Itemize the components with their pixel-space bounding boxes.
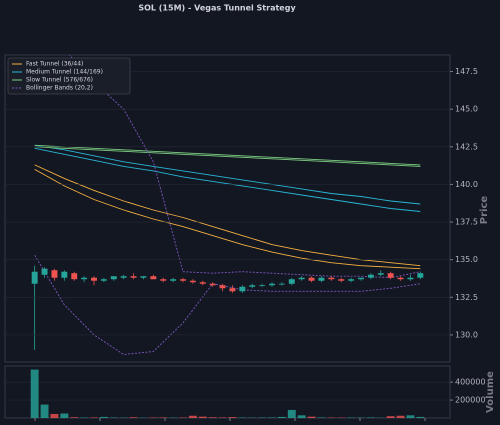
candle-body: [338, 279, 345, 281]
volume-bar: [198, 416, 207, 418]
candle-body: [130, 276, 137, 278]
y-tick-label: 137.5: [455, 218, 478, 227]
candle-body: [140, 276, 147, 278]
candle-body: [150, 276, 157, 280]
volume-bar: [129, 417, 138, 418]
volume-tick-label: 400000: [455, 378, 486, 387]
candle-body: [298, 277, 305, 280]
candle-body: [31, 271, 38, 284]
line-series: [34, 169, 421, 270]
line-series: [69, 55, 421, 279]
volume-bar: [99, 416, 108, 418]
volume-bar: [208, 417, 217, 418]
candle-body: [318, 277, 325, 281]
y-tick-label: 142.5: [455, 142, 478, 151]
candle-body: [100, 279, 107, 281]
candle-body: [278, 283, 285, 285]
legend-label: Fast Tunnel (36/44): [26, 61, 83, 68]
candle-body: [397, 277, 404, 280]
line-series: [34, 146, 421, 167]
volume-bar: [416, 416, 425, 418]
candle-body: [71, 273, 78, 280]
candle-body: [367, 274, 374, 278]
candle-body: [81, 277, 88, 280]
candle-body: [348, 279, 355, 281]
volume-bar: [218, 417, 227, 418]
y-tick-label: 147.5: [455, 67, 478, 76]
candle-body: [407, 277, 414, 280]
candle-body: [259, 285, 266, 287]
volume-bar: [30, 369, 39, 418]
candle-body: [219, 285, 226, 289]
y-axis-label: Price: [479, 196, 490, 225]
volume-panel: [4, 365, 451, 419]
candle-body: [269, 283, 275, 286]
volume-bar: [406, 415, 415, 418]
price-panel: [4, 54, 451, 363]
line-series: [34, 164, 421, 267]
volume-bar: [159, 417, 168, 418]
candle-body: [209, 283, 216, 286]
legend-label: Slow Tunnel (576/676): [26, 77, 93, 84]
y-tick-label: 140.0: [455, 180, 478, 189]
candle-body: [358, 277, 364, 280]
legend-label: Medium Tunnel (144/169): [26, 69, 103, 76]
plot-area: [31, 55, 424, 355]
volume-bar: [70, 417, 79, 418]
candle-body: [170, 279, 177, 281]
volume-bar: [396, 415, 405, 418]
volume-bar: [40, 404, 49, 418]
volume-bar: [60, 413, 69, 418]
candle-body: [61, 271, 68, 278]
volume-bar: [228, 417, 237, 418]
candle-body: [110, 276, 117, 280]
volume-bar: [317, 417, 326, 418]
volume-bar: [287, 409, 296, 418]
volume-bar: [297, 415, 306, 418]
volume-bar: [386, 416, 395, 418]
candle-body: [288, 279, 295, 284]
candle-body: [387, 273, 394, 278]
candle-body: [51, 270, 58, 278]
candle-body: [189, 280, 196, 283]
candle-body: [377, 273, 384, 275]
candle-body: [91, 277, 97, 281]
candle-body: [328, 277, 335, 280]
line-series: [34, 147, 421, 212]
candle-body: [41, 268, 48, 275]
chart-title: SOL (15M) - Vegas Tunnel Strategy: [138, 4, 296, 13]
y-tick-label: 130.0: [455, 330, 478, 339]
legend-label: Bollinger Bands (20,2): [26, 85, 93, 92]
y-tick-label: 145.0: [455, 105, 478, 114]
volume-bar: [277, 416, 286, 418]
line-series: [34, 144, 421, 166]
volume-axis-label: Volume: [485, 371, 496, 413]
candle-body: [199, 282, 206, 284]
candle-body: [239, 286, 246, 292]
y-tick-label: 135.0: [455, 255, 478, 264]
volume-bar: [268, 417, 276, 418]
volume-bar: [188, 415, 197, 418]
line-series: [34, 144, 421, 205]
candle-body: [120, 276, 127, 278]
volume-bar: [90, 417, 98, 418]
y-tick-label: 132.5: [455, 293, 478, 302]
candle-body: [229, 288, 236, 292]
candle-body: [308, 277, 315, 281]
candle-body: [160, 279, 167, 281]
candle-body: [417, 273, 424, 278]
volume-bar: [307, 416, 316, 418]
volume-bar: [50, 413, 59, 418]
candle-body: [180, 279, 186, 281]
candle-body: [249, 285, 256, 287]
volume-bar: [366, 417, 375, 418]
volume-tick-label: 200000: [455, 396, 486, 405]
legend-box: [7, 57, 131, 95]
line-series: [34, 254, 421, 355]
